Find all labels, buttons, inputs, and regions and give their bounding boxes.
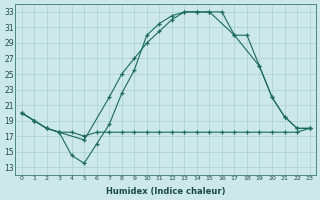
X-axis label: Humidex (Indice chaleur): Humidex (Indice chaleur) <box>106 187 225 196</box>
